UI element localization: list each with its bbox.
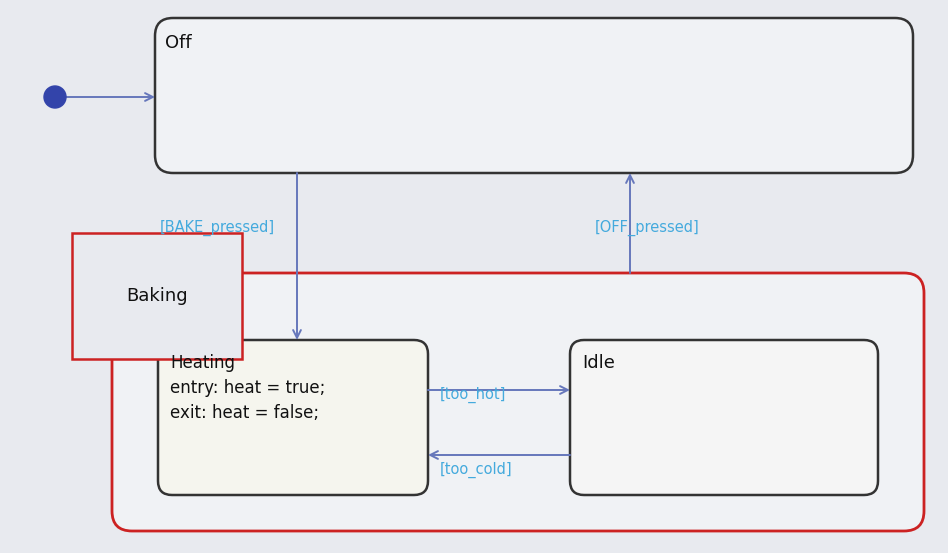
FancyBboxPatch shape [112,273,924,531]
FancyBboxPatch shape [570,340,878,495]
FancyBboxPatch shape [155,18,913,173]
Text: Heating
entry: heat = true;
exit: heat = false;: Heating entry: heat = true; exit: heat =… [170,354,325,422]
Text: Off: Off [165,34,191,52]
Text: Idle: Idle [582,354,615,372]
Text: [BAKE_pressed]: [BAKE_pressed] [160,220,275,236]
Text: [too_cold]: [too_cold] [440,462,513,478]
Text: [OFF_pressed]: [OFF_pressed] [595,220,700,236]
Text: Baking: Baking [126,287,188,305]
Circle shape [44,86,66,108]
Text: [too_hot]: [too_hot] [440,387,506,403]
FancyBboxPatch shape [158,340,428,495]
